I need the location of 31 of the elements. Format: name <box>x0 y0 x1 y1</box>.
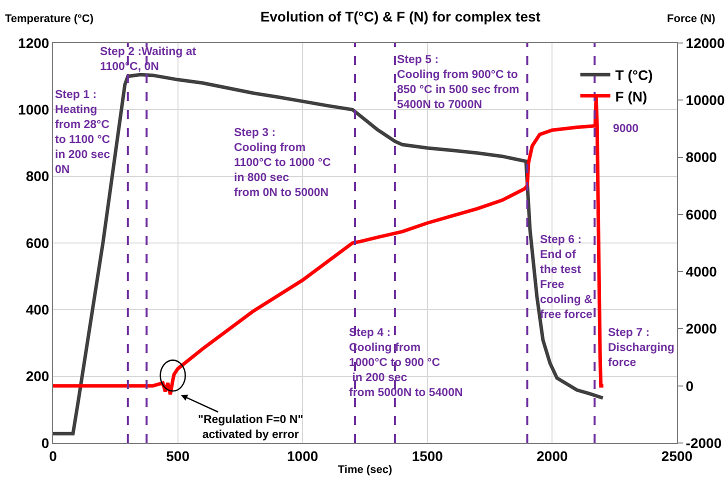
y2-tick-label: 0 <box>686 378 694 394</box>
y2-tick-label: 10000 <box>686 92 725 108</box>
y-tick-label: 1000 <box>18 102 50 118</box>
legend-label: T (°C) <box>615 67 653 84</box>
x-tick-label: 2000 <box>536 448 568 464</box>
y2-tick-label: 2000 <box>686 320 718 337</box>
y-tick-label: 800 <box>26 168 50 184</box>
annotation: "Regulation F=0 N" activated by error <box>198 414 304 441</box>
y2-tick-label: 6000 <box>686 206 718 222</box>
y-tick-label: 1200 <box>18 34 50 51</box>
y2-tick-label: 8000 <box>686 149 718 166</box>
annotation: 9000 <box>613 123 639 135</box>
annotation: Step 7 : Discharging force <box>608 327 674 369</box>
x-tick-label: 1000 <box>287 448 318 464</box>
y2-tick-label: 4000 <box>686 263 718 280</box>
annotation: Step 3 : Cooling from 1100°C to 1000 °C in 800 sec from 0N to 5000N <box>234 127 331 199</box>
annotation: Step 2 :Waiting at 1100°C, 0N <box>100 46 196 73</box>
y-tick-label: 0 <box>41 434 50 451</box>
x-tick-label: 500 <box>166 448 190 464</box>
legend-label: F (N) <box>615 88 648 104</box>
chart-title: Evolution of T(°C) & F (N) for complex test <box>260 8 541 25</box>
y2-axis-title: Force (N) <box>667 13 716 25</box>
x-tick-label: 1500 <box>412 448 444 464</box>
y-tick-label: 600 <box>26 234 50 251</box>
annotation: Step 5 : Cooling from 900°C to 850 °C in 500 sec from 5400N to 7000N <box>397 54 520 111</box>
x-axis-title: Time (sec) <box>338 464 392 476</box>
y-tick-label: 400 <box>26 302 50 318</box>
annotation: Step 1 : Heating from 28°C to 1100 °C in 200 sec 0N <box>55 89 111 176</box>
y2-tick-label: 12000 <box>686 34 725 51</box>
y-axis-title: Temperature (°C) <box>5 13 94 25</box>
y-tick-label: 200 <box>26 368 50 384</box>
